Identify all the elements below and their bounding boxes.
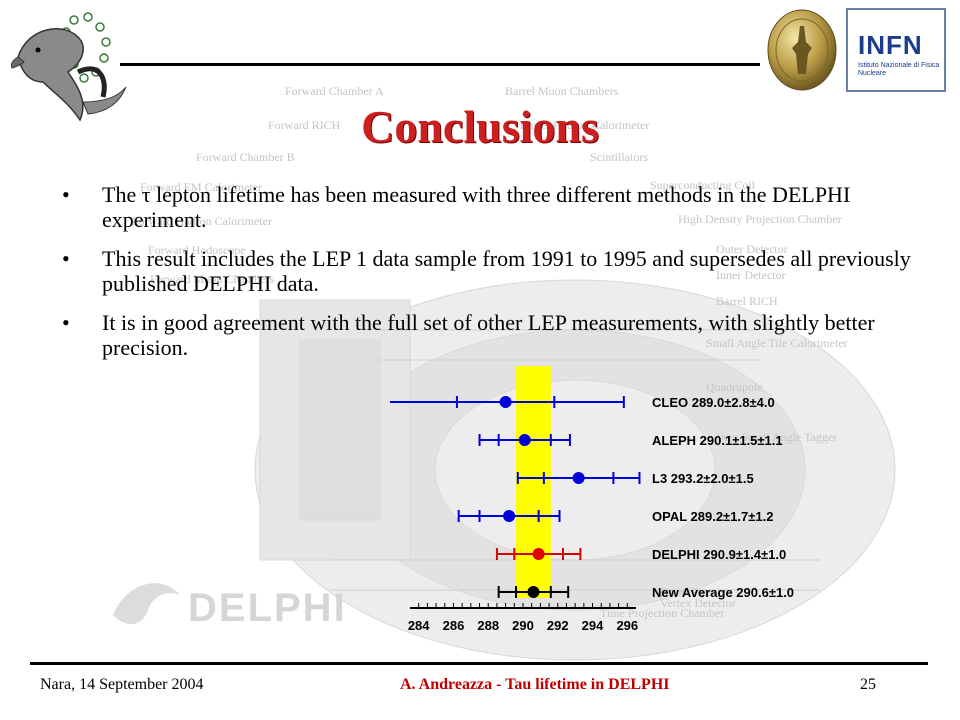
- bullet-dot: •: [62, 310, 70, 335]
- footer-page-number: 25: [860, 676, 876, 693]
- infn-logo-text: INFN: [858, 30, 923, 60]
- data-point: [532, 548, 545, 560]
- x-tick-label: 290: [512, 618, 534, 633]
- bullet-text: This result includes the LEP 1 data samp…: [102, 246, 911, 296]
- series-label: ALEPH 290.1±1.5±1.1: [652, 433, 783, 448]
- bullet-item: • The τ lepton lifetime has been measured…: [62, 182, 922, 232]
- x-tick-label: 296: [616, 618, 638, 633]
- series-label: L3 293.2±2.0±1.5: [652, 471, 754, 486]
- medal-icon: [767, 9, 837, 91]
- bg-label: Forward Muon Chambers: [150, 272, 274, 286]
- bg-label: High Density Projection Chamber: [678, 212, 842, 226]
- bg-label: Barrel RICH: [716, 294, 778, 308]
- average-band: [516, 366, 551, 598]
- bg-label: Forward EM Calorimeter: [140, 180, 262, 194]
- series-label: OPAL 289.2±1.7±1.2: [652, 509, 773, 524]
- bg-label: Forward Chamber B: [196, 150, 295, 164]
- data-point: [503, 510, 516, 522]
- dolphin-logo-icon: [10, 12, 127, 122]
- bg-label: Forward Hodoscope: [148, 243, 246, 257]
- dolphin-logo: [8, 2, 128, 122]
- bg-label: Quadrupole: [706, 380, 763, 394]
- bg-label: Forward Hadron Calorimeter: [132, 214, 272, 228]
- bullet-item: • It is in good agreement with the full s…: [62, 310, 922, 360]
- delphi-watermark: DELPHI: [188, 586, 347, 630]
- x-tick-label: 286: [443, 618, 465, 633]
- bullet-text: The τ lepton lifetime has been measured …: [102, 182, 851, 232]
- bg-label: Forward Chamber A: [285, 84, 384, 98]
- x-tick-label: 284: [408, 618, 430, 633]
- bullet-dot: •: [62, 246, 70, 271]
- footer-date: Nara, 14 September 2004: [40, 676, 204, 693]
- footer-title: A. Andreazza - Tau lifetime in DELPHI: [400, 676, 670, 693]
- series-label: DELPHI 290.9±1.4±1.0: [652, 547, 786, 562]
- bg-label: Forward RICH: [268, 118, 341, 132]
- bg-label: Outer Detector: [716, 242, 788, 256]
- bg-label: Superconducting Coil: [650, 178, 755, 192]
- series-label: CLEO 289.0±2.8±4.0: [652, 395, 775, 410]
- x-tick-label: 292: [547, 618, 569, 633]
- bg-label: Small Angle Tile Calorimeter: [706, 336, 848, 350]
- bullet-item: • This result includes the LEP 1 data sam…: [62, 246, 922, 296]
- bg-label: Vertex Detector: [660, 596, 736, 610]
- data-point: [527, 586, 540, 598]
- header-rule: [120, 63, 760, 66]
- bg-label: Very Small Angle Tagger: [716, 430, 838, 444]
- medal-logo: [766, 8, 838, 92]
- bg-label: Time Projection Chamber: [600, 606, 725, 620]
- bg-label: Barrel Hadron Calorimeter: [520, 118, 650, 132]
- data-point: [518, 434, 531, 446]
- lifetime-chart: CLEO 289.0±2.8±4.0 ALEPH 290.1±1.5±1.1 L3 …: [390, 366, 794, 633]
- data-point: [499, 396, 512, 408]
- bullet-list: • The τ lepton lifetime has been measured…: [62, 182, 922, 374]
- bg-label: Beam Pipe: [660, 585, 713, 599]
- infn-logo: INFN Istituto Nazionale di Fisica Nuclea…: [846, 8, 946, 92]
- infn-logo-subtitle: Istituto Nazionale di Fisica Nucleare: [858, 62, 940, 77]
- bullet-text: It is in good agreement with the full se…: [102, 310, 875, 360]
- slide-title: Conclusions: [361, 101, 599, 152]
- series-label: New Average 290.6±1.0: [652, 585, 794, 600]
- data-point: [572, 472, 585, 484]
- bg-label: Inner Detector: [716, 268, 786, 282]
- bg-label: Scintillators: [590, 150, 648, 164]
- x-tick-label: 288: [477, 618, 499, 633]
- watermark-dolphin-icon: [113, 583, 180, 625]
- bg-label: Barrel Muon Chambers: [505, 84, 619, 98]
- footer-rule: [30, 662, 928, 665]
- x-tick-label: 294: [582, 618, 604, 633]
- bullet-dot: •: [62, 182, 70, 207]
